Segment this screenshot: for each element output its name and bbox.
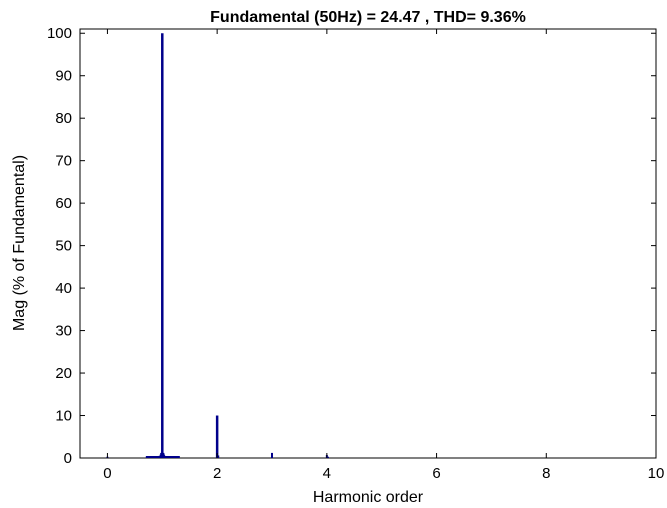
y-tick-label: 70 <box>55 153 72 170</box>
x-axis-label: Harmonic order <box>313 489 424 506</box>
plot-area <box>79 28 657 459</box>
x-axis-ticks: 0 2 4 6 8 10 <box>103 29 664 482</box>
y-tick-label: 20 <box>55 365 72 382</box>
y-tick-label: 100 <box>47 25 72 42</box>
x-tick-label: 0 <box>103 465 111 482</box>
y-tick-label: 80 <box>55 110 72 127</box>
y-tick-label: 40 <box>55 280 72 297</box>
x-tick-label: 8 <box>542 465 550 482</box>
x-tick-label: 10 <box>648 465 665 482</box>
y-tick-label: 50 <box>55 238 72 255</box>
x-tick-label: 6 <box>432 465 440 482</box>
y-tick-label: 10 <box>55 408 72 425</box>
y-axis-ticks: 0 10 20 30 40 50 60 70 80 90 100 <box>47 25 656 467</box>
y-tick-label: 60 <box>55 195 72 212</box>
y-tick-label: 0 <box>64 450 72 467</box>
y-tick-label: 30 <box>55 323 72 340</box>
x-tick-label: 2 <box>213 465 221 482</box>
y-axis-label: Mag (% of Fundamental) <box>11 155 28 331</box>
x-tick-label: 4 <box>323 465 331 482</box>
chart-title: Fundamental (50Hz) = 24.47 , THD= 9.36% <box>210 9 526 26</box>
y-tick-label: 90 <box>55 68 72 85</box>
